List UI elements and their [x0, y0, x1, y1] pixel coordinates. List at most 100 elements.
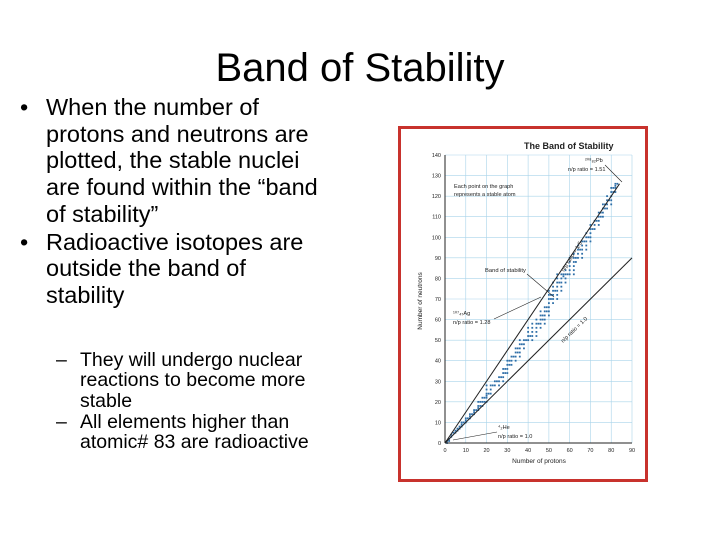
- stable-nucleus-point: [560, 285, 563, 288]
- stable-nucleus-point: [610, 199, 613, 202]
- stable-nucleus-point: [535, 318, 538, 321]
- stable-nucleus-point: [487, 392, 490, 395]
- stable-nucleus-point: [581, 252, 584, 255]
- stable-nucleus-point: [510, 355, 513, 358]
- annotation-he: ⁴₂He: [498, 424, 510, 431]
- stable-nucleus-point: [581, 256, 584, 259]
- stable-nucleus-point: [454, 429, 457, 432]
- y-tick-label: 130: [432, 174, 441, 180]
- line-label-1-5: n/p ratio = 1.5: [561, 241, 584, 273]
- stable-nucleus-point: [512, 355, 515, 358]
- stable-nucleus-point: [568, 265, 571, 267]
- annotation-pb-ratio: n/p ratio = 1.51: [568, 167, 605, 173]
- grid: [444, 154, 633, 444]
- tick-labels: 0 10 20 30 40 50 60 70 80 90 0 10 20 30 40 50 60 70 80 90 10…: [432, 153, 635, 454]
- ratio-line: [444, 183, 620, 444]
- stable-nucleus-point: [550, 298, 552, 300]
- sub-bullet-line: They will undergo nuclear: [80, 349, 303, 371]
- stable-nucleus-point: [564, 269, 567, 272]
- stable-nucleus-point: [500, 376, 502, 379]
- stable-nucleus-point: [504, 372, 507, 374]
- stable-nucleus-point: [527, 326, 530, 329]
- stable-nucleus-point: [514, 359, 517, 362]
- stable-nucleus-point: [493, 380, 496, 383]
- stable-nucleus-point: [597, 224, 600, 226]
- stable-nucleus-point: [493, 384, 496, 387]
- stable-nucleus-point: [543, 314, 546, 317]
- stable-nucleus-point: [579, 248, 581, 251]
- stable-nucleus-point: [560, 273, 563, 276]
- stable-nucleus-point: [506, 372, 509, 374]
- stable-nucleus-point: [543, 310, 546, 313]
- stable-nucleus-point: [523, 339, 525, 342]
- stable-nucleus-point: [531, 322, 534, 325]
- stable-nucleus-point: [547, 314, 550, 317]
- stable-nucleus-point: [471, 413, 473, 416]
- stable-nucleus-point: [523, 343, 525, 346]
- stable-nucleus-point: [527, 339, 530, 342]
- x-tick-label: 80: [608, 448, 614, 454]
- sub-bullet-line: All elements higher than: [80, 410, 290, 433]
- sub-bullet-marker: –: [56, 410, 67, 433]
- stable-nucleus-point: [539, 310, 542, 313]
- sub-bullet-line: atomic# 83 are radioactive: [80, 431, 309, 454]
- stable-nucleus-point: [541, 318, 544, 321]
- sub-bullet-item: – They will undergo nuclear reactions to…: [56, 350, 376, 411]
- stable-nucleus-point: [585, 248, 588, 251]
- stable-nucleus-point: [504, 368, 507, 370]
- stable-nucleus-point: [602, 211, 604, 214]
- stable-nucleus-point: [589, 240, 592, 243]
- data-points: [446, 182, 619, 444]
- stable-nucleus-point: [473, 409, 475, 411]
- stable-nucleus-point: [477, 400, 480, 403]
- stable-nucleus-point: [575, 256, 577, 259]
- stable-nucleus-point: [535, 326, 538, 329]
- pointer-band: [526, 273, 555, 298]
- y-tick-label: 140: [432, 153, 441, 159]
- stable-nucleus-point: [456, 427, 459, 430]
- x-tick-label: 30: [504, 448, 510, 454]
- bullet-line: protons and neutrons are: [46, 120, 309, 147]
- stable-nucleus-point: [581, 244, 584, 247]
- stable-nucleus-point: [460, 423, 463, 426]
- stable-nucleus-point: [568, 269, 571, 272]
- y-tick-label: 120: [432, 194, 441, 200]
- stable-nucleus-point: [581, 240, 584, 243]
- stable-nucleus-point: [527, 331, 530, 333]
- stable-nucleus-point: [604, 207, 606, 210]
- stable-nucleus-point: [514, 355, 517, 358]
- stable-nucleus-point: [577, 248, 579, 251]
- stable-nucleus-point: [602, 215, 604, 218]
- y-tick-label: 110: [432, 215, 441, 221]
- x-tick-label: 90: [629, 448, 635, 454]
- stable-nucleus-point: [473, 411, 475, 414]
- pointer-lines: [452, 164, 623, 441]
- axes: [444, 155, 632, 444]
- stable-nucleus-point: [477, 407, 480, 409]
- stable-nucleus-point: [556, 298, 559, 300]
- stable-nucleus-point: [556, 273, 559, 276]
- stable-nucleus-point: [556, 285, 559, 288]
- bullet-line: stability: [46, 281, 125, 308]
- stable-nucleus-point: [502, 380, 505, 383]
- stable-nucleus-point: [475, 409, 478, 411]
- stable-nucleus-point: [552, 293, 554, 296]
- annotation-he-ratio: n/p ratio = 1.0: [498, 434, 532, 440]
- stable-nucleus-point: [462, 421, 465, 424]
- stable-nucleus-point: [560, 277, 563, 280]
- y-tick-label: 10: [435, 420, 441, 426]
- stable-nucleus-point: [479, 405, 482, 407]
- stable-nucleus-point: [541, 314, 544, 317]
- stable-nucleus-point: [585, 236, 588, 239]
- ratio-line: [444, 257, 633, 444]
- sub-bullet-line: stable: [80, 389, 133, 412]
- stable-nucleus-point: [489, 384, 492, 387]
- bullet-list: • When the number of protons and neutron…: [18, 94, 390, 310]
- stable-nucleus-point: [489, 392, 492, 395]
- stable-nucleus-point: [612, 191, 615, 193]
- stable-nucleus-point: [498, 376, 500, 379]
- stable-nucleus-point: [518, 343, 521, 346]
- stable-nucleus-point: [593, 224, 596, 226]
- bullet-item: • When the number of protons and neutron…: [18, 94, 390, 228]
- reference-lines: [444, 183, 633, 444]
